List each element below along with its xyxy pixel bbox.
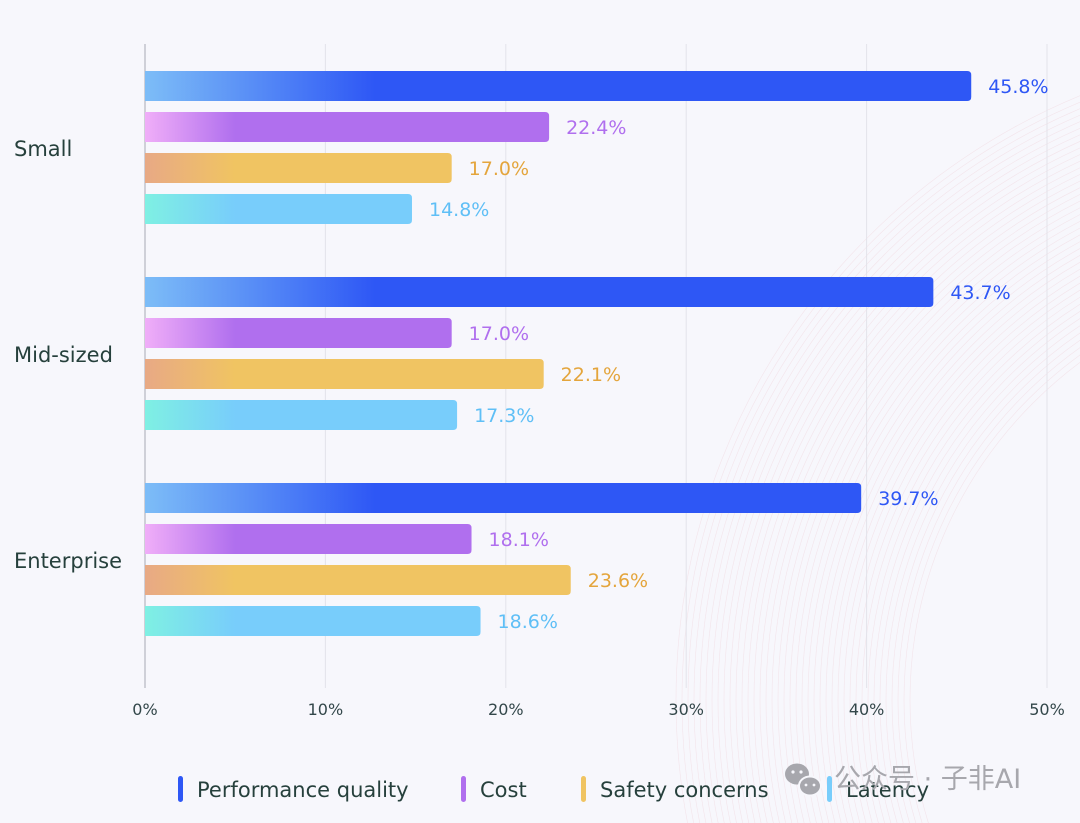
decor-arc (855, 297, 1080, 823)
value-label: 18.6% (498, 611, 558, 633)
value-label: 17.0% (469, 323, 529, 345)
decor-arc (717, 141, 1080, 823)
decor-arc (879, 325, 1080, 823)
decor-arc (729, 154, 1080, 823)
decor-arc (891, 340, 1080, 823)
bar-cost-enterprise (145, 524, 472, 554)
legend-label: Safety concerns (600, 778, 769, 802)
x-tick-label: 30% (668, 700, 704, 719)
decor-arc (873, 318, 1080, 823)
bar-performance-quality-mid-sized (145, 277, 934, 307)
watermark: 公众号 · 子非AI (785, 763, 1021, 797)
decor-arc (783, 214, 1080, 823)
value-label: 23.6% (588, 570, 648, 592)
value-label: 22.1% (561, 364, 621, 386)
decor-arc (741, 167, 1080, 823)
decor-arc (867, 311, 1080, 823)
decor-arc (681, 102, 1080, 823)
decor-arc (861, 304, 1080, 823)
category-label: Enterprise (14, 549, 122, 573)
decor-arc (801, 234, 1080, 823)
decor-arc (687, 108, 1080, 823)
decor-arc (903, 354, 1080, 823)
bar-performance-quality-enterprise (145, 483, 862, 513)
decor-arc (705, 128, 1080, 823)
bar-safety-concerns-mid-sized (145, 359, 544, 389)
decor-arc (807, 241, 1080, 823)
value-label: 18.1% (489, 529, 549, 551)
bar-latency-enterprise (145, 606, 481, 636)
bar-safety-concerns-enterprise (145, 565, 571, 595)
decor-arc (843, 283, 1080, 823)
legend-label: Performance quality (197, 778, 409, 802)
decor-arc (789, 221, 1080, 823)
legend-swatch (461, 776, 466, 802)
decor-arc (897, 347, 1080, 823)
legend: Performance quality Cost Safety concerns La… (178, 776, 929, 802)
x-axis-ticks: 0% 10% 20% 30% 40% 50% (132, 700, 1064, 719)
legend-swatch (581, 776, 586, 802)
decor-arc (819, 255, 1080, 823)
decor-arc (885, 332, 1080, 823)
x-tick-label: 20% (488, 700, 524, 719)
decor-arc (735, 161, 1080, 823)
bar-cost-mid-sized (145, 318, 452, 348)
decor-arc (699, 121, 1080, 823)
value-label: 14.8% (429, 199, 489, 221)
decor-arc (753, 180, 1080, 823)
decor-arc (771, 200, 1080, 823)
bar-performance-quality-small (145, 71, 972, 101)
decor-arc (909, 362, 1080, 823)
value-label: 43.7% (950, 282, 1010, 304)
watermark-text: 公众号 · 子非AI (834, 764, 1021, 795)
category-labels: Small Mid-sized Enterprise (14, 137, 122, 573)
decor-arc (825, 262, 1080, 823)
legend-swatch (827, 776, 832, 802)
background-arc-decoration (675, 95, 1080, 823)
value-label: 39.7% (878, 488, 938, 510)
x-tick-label: 10% (308, 700, 344, 719)
bar-cost-small (145, 112, 550, 142)
decor-arc (849, 290, 1080, 823)
bar-latency-small (145, 194, 412, 224)
decor-arc (813, 248, 1080, 823)
decor-arc (711, 134, 1080, 823)
x-tick-label: 40% (849, 700, 885, 719)
category-label: Small (14, 137, 72, 161)
decor-arc (777, 207, 1080, 823)
decor-arc (759, 187, 1080, 823)
x-tick-label: 0% (132, 700, 157, 719)
legend-label: Cost (480, 778, 527, 802)
legend-label: Latency (846, 778, 929, 802)
decor-arc (693, 115, 1080, 823)
bar-latency-mid-sized (145, 400, 458, 430)
value-label: 22.4% (566, 117, 626, 139)
legend-swatch (178, 776, 183, 802)
decor-arc (795, 227, 1080, 823)
bar-safety-concerns-small (145, 153, 452, 183)
wechat-icon (785, 763, 822, 797)
decor-arc (747, 174, 1080, 823)
decor-arc (837, 276, 1080, 823)
decor-arc (765, 194, 1080, 823)
value-label: 17.3% (474, 405, 534, 427)
bars: 45.8% 22.4% 17.0% 14.8% 43.7% 17.0% 22.1% 17.3%… (145, 71, 1049, 636)
decor-arc (675, 95, 1080, 823)
decor-arc (723, 147, 1080, 823)
value-label: 17.0% (469, 158, 529, 180)
decor-arc (831, 269, 1080, 823)
category-label: Mid-sized (14, 343, 113, 367)
value-label: 45.8% (988, 76, 1048, 98)
x-tick-label: 50% (1029, 700, 1065, 719)
